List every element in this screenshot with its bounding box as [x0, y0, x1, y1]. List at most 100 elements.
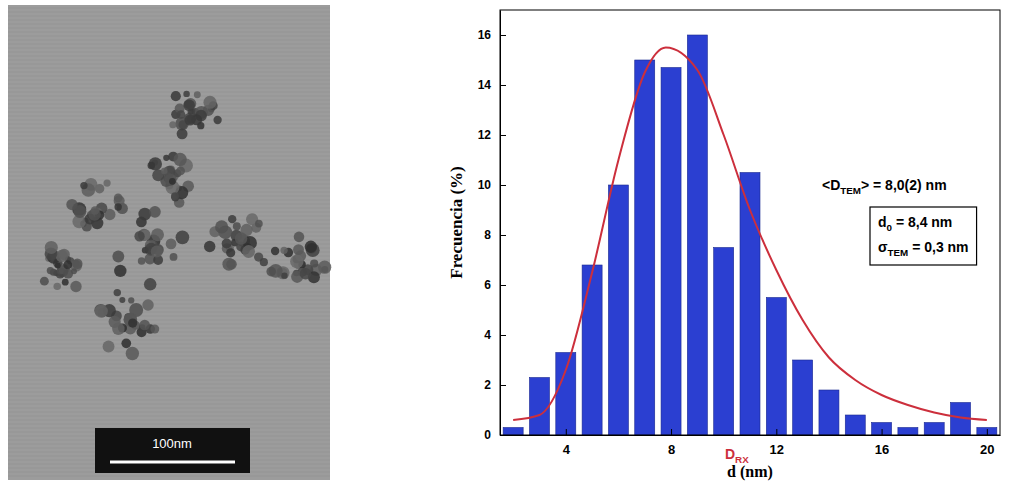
annotation-box [870, 207, 977, 265]
scan-line [8, 348, 330, 349]
particle [72, 259, 82, 269]
scan-line [8, 60, 330, 61]
particle [280, 247, 287, 254]
scan-line [8, 204, 330, 205]
annotation: <DTEM> = 8,0(2) nm [822, 177, 947, 196]
y-tick-label: 12 [478, 128, 492, 142]
subscript: RX [735, 454, 749, 465]
scan-line [8, 316, 330, 317]
y-tick-label: 6 [484, 278, 491, 292]
x-axis-line [501, 435, 1001, 436]
y-tick-label: 16 [478, 28, 492, 42]
scan-line [8, 328, 330, 329]
bar [872, 423, 892, 436]
scan-line [8, 376, 330, 377]
particle [114, 289, 121, 296]
scan-line [8, 52, 330, 53]
y-tick-mark [500, 185, 506, 186]
annotation: DRX [725, 446, 749, 465]
particle [215, 220, 228, 233]
scan-line [8, 224, 330, 225]
particle [294, 232, 305, 243]
bar [793, 360, 813, 435]
particle [300, 268, 312, 280]
scan-line [8, 128, 330, 129]
scan-line [8, 416, 330, 417]
x-tick-label: 16 [875, 442, 889, 457]
particle [47, 267, 54, 274]
particle [151, 245, 163, 257]
scan-line [8, 96, 330, 97]
bar [608, 185, 628, 435]
scan-line [8, 140, 330, 141]
y-tick-label: 10 [478, 178, 492, 192]
scan-line [8, 20, 330, 21]
x-tick-mark [987, 429, 988, 435]
scale-bar [110, 461, 235, 464]
annotation-part: d [878, 214, 887, 230]
scan-line [8, 344, 330, 345]
particle [281, 272, 287, 278]
scan-line [8, 408, 330, 409]
particle [204, 241, 215, 252]
scan-line [8, 332, 330, 333]
scan-line [8, 384, 330, 385]
bar [924, 423, 944, 436]
scan-line [8, 28, 330, 29]
particle [119, 297, 125, 303]
particle [176, 166, 185, 175]
y-tick-mark [500, 35, 506, 36]
particle [144, 278, 157, 291]
particle [235, 232, 247, 244]
scale-bar-box [95, 428, 250, 473]
y-tick: 14 [478, 78, 506, 92]
x-tick: 16 [875, 429, 889, 457]
y-tick: 0 [484, 428, 506, 442]
scan-line [8, 196, 330, 197]
scan-line [8, 132, 330, 133]
annotation-part: > = 8,0(2) nm [861, 177, 947, 193]
scan-line [8, 320, 330, 321]
x-tick: 4 [563, 429, 571, 457]
plot-frame [500, 10, 1000, 435]
particle [151, 228, 164, 241]
y-tick-mark [500, 285, 506, 286]
scan-line [8, 120, 330, 121]
particle [103, 179, 110, 186]
particle [70, 281, 81, 292]
x-tick: 20 [980, 429, 994, 457]
scan-line [8, 232, 330, 233]
y-tick-mark [500, 335, 506, 336]
scan-line [8, 352, 330, 353]
particle [114, 194, 123, 203]
scan-line [8, 108, 330, 109]
scan-line [8, 236, 330, 237]
annotation-part: <D [822, 177, 840, 193]
particle [171, 192, 179, 200]
particle [228, 215, 236, 223]
plot-area [503, 35, 997, 435]
particle [114, 203, 121, 210]
y-tick: 6 [484, 278, 506, 292]
y-tick: 8 [484, 228, 506, 242]
y-tick-label: 4 [484, 328, 491, 342]
particle [56, 250, 68, 262]
scan-line [8, 420, 330, 421]
particle [53, 283, 60, 290]
scan-line [8, 324, 330, 325]
bar [661, 68, 681, 436]
scan-line [8, 100, 330, 101]
particle [163, 155, 169, 161]
x-tick: 8 [668, 429, 675, 457]
particle [242, 245, 255, 258]
scan-line [8, 32, 330, 33]
y-tick-label: 14 [478, 78, 492, 92]
scan-line [8, 24, 330, 25]
scan-line [8, 372, 330, 373]
particle [95, 304, 108, 317]
scan-line [8, 308, 330, 309]
particle [169, 178, 176, 185]
scan-line [8, 340, 330, 341]
particle [134, 231, 144, 241]
scan-line [8, 40, 330, 41]
